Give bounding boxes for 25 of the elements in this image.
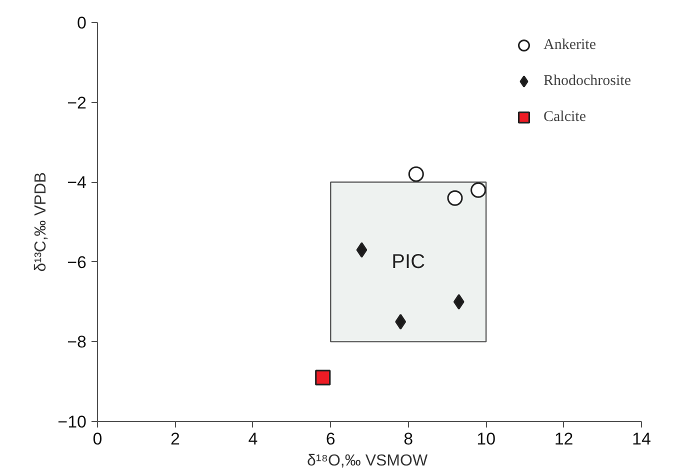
x-tick-label: 14 xyxy=(632,430,651,448)
point xyxy=(470,182,486,198)
x-tick-label: 10 xyxy=(476,430,496,448)
point xyxy=(356,242,368,258)
y-tick-label: −10 xyxy=(58,412,87,432)
series-label: PIC xyxy=(392,250,426,273)
x-tick-label: 12 xyxy=(554,430,574,448)
point xyxy=(315,370,331,386)
y-tick-label: −6 xyxy=(67,252,87,272)
y-tick-label: −8 xyxy=(67,332,87,352)
y-tick-label: −2 xyxy=(67,93,87,112)
x-axis-title: δ¹⁸O,‰ VSMOW xyxy=(307,452,428,470)
legend-label: Rhodochrosite xyxy=(544,72,631,90)
y-tick-label: 0 xyxy=(77,14,87,32)
x-tick-label: 6 xyxy=(326,430,336,448)
y-tick-label: −4 xyxy=(67,173,87,192)
x-tick-label: 0 xyxy=(92,430,102,448)
point xyxy=(447,190,463,206)
x-tick-label: 4 xyxy=(248,430,258,448)
x-tick-label: 2 xyxy=(170,430,180,448)
legend-label: Ankerite xyxy=(544,36,596,54)
x-tick-label: 8 xyxy=(404,430,414,448)
legend-label: Calcite xyxy=(544,108,586,126)
y-axis-title: δ¹³C,‰ VPDB xyxy=(32,172,50,272)
point xyxy=(453,294,464,310)
